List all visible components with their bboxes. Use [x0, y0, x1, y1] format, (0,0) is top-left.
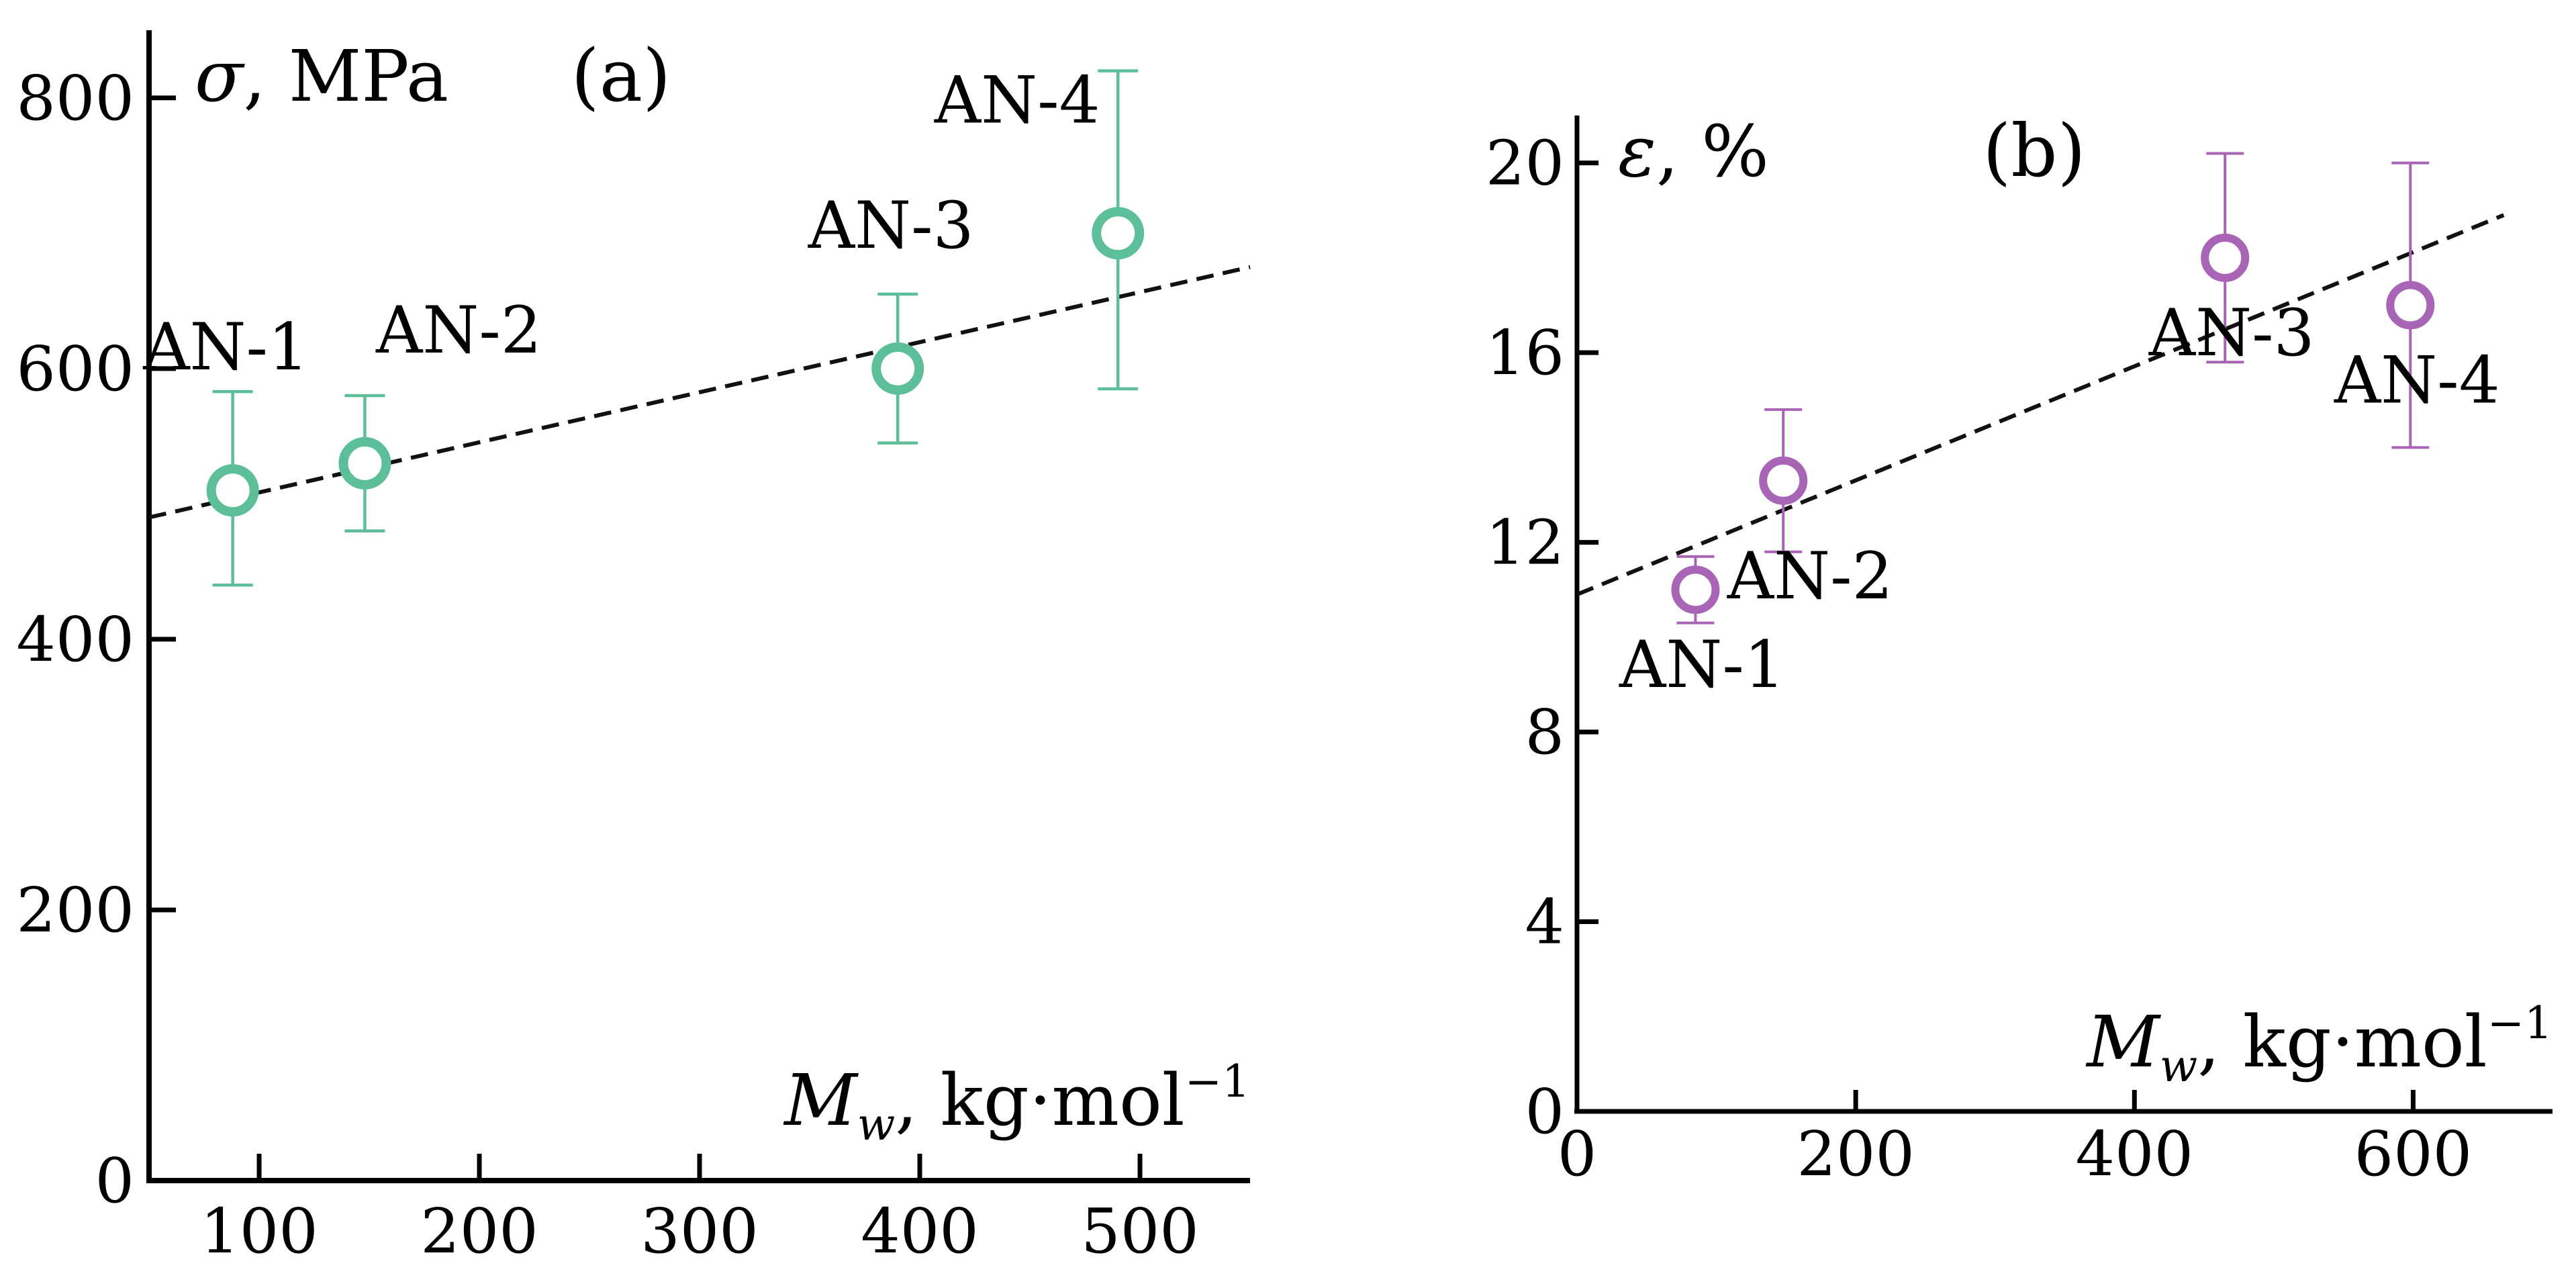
panel-a-y-tick-label: 200 — [16, 874, 134, 946]
panel-b-x-ticks: 0 200 400 600 — [1558, 1090, 2473, 1190]
data-point-an-2: AN-2 — [338, 293, 542, 533]
panel-b-y-tick-label: 8 — [1525, 696, 1564, 768]
panel-a-y-tick-label: 0 — [95, 1145, 134, 1217]
data-marker — [1092, 207, 1145, 260]
panel-b: 0 4 8 12 16 20 0 200 400 600 (b) ε, % Mw, kg·mol… — [1486, 109, 2553, 1190]
point-label: AN-1 — [142, 310, 309, 385]
point-label: AN-4 — [934, 62, 1100, 138]
panel-b-x-tick-label: 400 — [2075, 1118, 2193, 1190]
point-label: AN-1 — [1619, 627, 1785, 702]
data-marker — [206, 464, 259, 517]
panel-a-x-tick-label: 400 — [861, 1195, 979, 1267]
panel-b-x-unit: , kg·mol — [2197, 1001, 2487, 1083]
data-point-an-3: AN-3 — [2148, 152, 2315, 371]
panel-a-x-tick-label: 500 — [1081, 1195, 1199, 1267]
panel-b-y-tick-label: 16 — [1486, 317, 1564, 389]
panel-a-x-symbol: M — [783, 1059, 859, 1142]
panel-b-y-symbol: ε — [1618, 110, 1656, 193]
panel-b-y-tick-label: 0 — [1525, 1076, 1564, 1148]
panel-a-y-tick-label: 400 — [16, 604, 134, 676]
panel-b-label: (b) — [1983, 109, 2085, 193]
panel-b-y-tick-label: 20 — [1486, 128, 1564, 199]
data-point-an-4: AN-4 — [2334, 161, 2500, 449]
panel-a-points: AN-1 AN-2 AN-3 AN-4 — [142, 62, 1145, 587]
point-label: AN-3 — [808, 188, 974, 263]
panel-b-x-symbol: M — [2085, 1001, 2161, 1083]
panel-a-y-symbol: σ — [195, 35, 245, 118]
panel-a-trend-line — [148, 265, 1251, 520]
panel-a-x-exponent: −1 — [1185, 1056, 1250, 1107]
panel-a-y-unit: , MPa — [243, 35, 448, 118]
panel-b-points: AN-1 AN-2 AN-3AN-4 — [1619, 152, 2500, 702]
data-marker — [871, 342, 924, 395]
panel-a-x-tick-label: 200 — [420, 1195, 538, 1267]
panel-a: 0 200 400 600 800 100 200 300 400 500 (a) σ, MPa… — [16, 30, 1251, 1267]
data-point-an-3: AN-3 — [808, 188, 974, 445]
panel-b-x-tick-label: 600 — [2354, 1118, 2473, 1190]
panel-a-x-axis-label: Mw, kg·mol−1 — [783, 1056, 1250, 1150]
panel-a-y-ticks: 0 200 400 600 800 — [16, 62, 176, 1217]
point-label: AN-2 — [375, 293, 542, 368]
panel-a-y-axis-label: σ, MPa — [195, 35, 448, 118]
point-label: AN-4 — [2334, 342, 2500, 418]
panel-b-x-tick-label: 200 — [1797, 1118, 1915, 1190]
panel-a-x-tick-label: 100 — [200, 1195, 318, 1267]
panel-a-label: (a) — [571, 34, 671, 118]
data-marker — [2201, 233, 2250, 282]
panel-b-x-exponent: −1 — [2487, 997, 2553, 1049]
panel-b-x-subscript: w — [2160, 1040, 2198, 1092]
panel-b-y-ticks: 0 4 8 12 16 20 — [1486, 128, 1599, 1148]
panel-b-x-tick-label: 0 — [1558, 1118, 1597, 1190]
data-marker — [1759, 456, 1808, 505]
panel-b-y-unit: , % — [1656, 110, 1769, 193]
data-point-an-2: AN-2 — [1727, 408, 1893, 614]
panel-a-x-ticks: 100 200 300 400 500 — [200, 1154, 1199, 1267]
data-point-an-1: AN-1 — [142, 310, 309, 587]
panel-a-x-unit: , kg·mol — [895, 1059, 1184, 1142]
panel-b-trend-line — [1576, 213, 2505, 597]
panel-b-y-axis-label: ε, % — [1618, 110, 1769, 193]
panel-b-x-axis-label: Mw, kg·mol−1 — [2085, 997, 2553, 1092]
panel-a-y-tick-label: 600 — [16, 333, 134, 405]
panel-a-x-subscript: w — [857, 1099, 896, 1150]
panel-b-y-tick-label: 12 — [1486, 507, 1564, 579]
point-label: AN-2 — [1727, 539, 1893, 614]
data-point-an-4: AN-4 — [934, 62, 1145, 391]
panel-a-x-tick-label: 300 — [640, 1195, 759, 1267]
data-marker — [2386, 281, 2435, 330]
panel-a-y-tick-label: 800 — [16, 62, 134, 134]
data-point-an-1: AN-1 — [1619, 555, 1785, 702]
data-marker — [338, 437, 391, 490]
panel-b-y-tick-label: 4 — [1525, 886, 1564, 958]
data-marker — [1671, 565, 1720, 614]
point-label: AN-3 — [2148, 295, 2315, 371]
